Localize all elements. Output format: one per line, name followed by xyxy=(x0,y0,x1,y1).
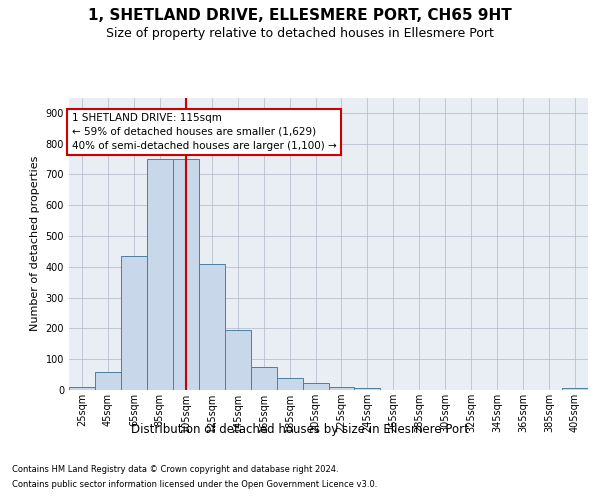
Y-axis label: Number of detached properties: Number of detached properties xyxy=(30,156,40,332)
Bar xyxy=(302,383,329,390)
Bar xyxy=(355,388,380,390)
Text: Contains HM Land Registry data © Crown copyright and database right 2024.: Contains HM Land Registry data © Crown c… xyxy=(12,465,338,474)
Bar xyxy=(173,159,199,390)
Text: Distribution of detached houses by size in Ellesmere Port: Distribution of detached houses by size … xyxy=(131,422,469,436)
Bar xyxy=(329,387,355,390)
Text: 1 SHETLAND DRIVE: 115sqm
← 59% of detached houses are smaller (1,629)
40% of sem: 1 SHETLAND DRIVE: 115sqm ← 59% of detach… xyxy=(71,113,337,151)
Bar xyxy=(225,330,251,390)
Bar xyxy=(121,256,147,390)
Bar xyxy=(562,388,588,390)
Bar xyxy=(95,372,121,390)
Bar xyxy=(251,367,277,390)
Text: Contains public sector information licensed under the Open Government Licence v3: Contains public sector information licen… xyxy=(12,480,377,489)
Text: Size of property relative to detached houses in Ellesmere Port: Size of property relative to detached ho… xyxy=(106,28,494,40)
Bar xyxy=(277,378,302,390)
Bar xyxy=(147,159,173,390)
Text: 1, SHETLAND DRIVE, ELLESMERE PORT, CH65 9HT: 1, SHETLAND DRIVE, ELLESMERE PORT, CH65 … xyxy=(88,8,512,22)
Bar xyxy=(199,264,224,390)
Bar xyxy=(69,387,95,390)
